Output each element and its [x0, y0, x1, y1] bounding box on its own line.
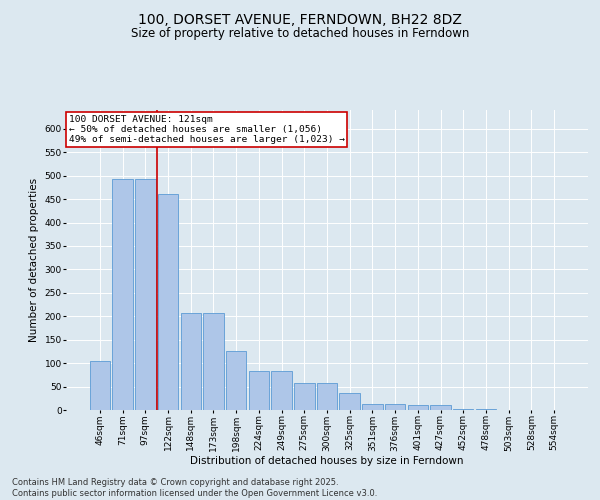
Bar: [476, 409, 496, 410]
Bar: [203, 313, 224, 410]
Bar: [90, 361, 110, 410]
Bar: [112, 180, 133, 410]
Bar: [181, 313, 201, 410]
Text: 100, DORSET AVENUE, FERNDOWN, BH22 8DZ: 100, DORSET AVENUE, FERNDOWN, BH22 8DZ: [138, 12, 462, 26]
Bar: [385, 404, 406, 410]
Bar: [362, 404, 383, 410]
Bar: [317, 383, 337, 410]
Bar: [226, 352, 247, 410]
Bar: [340, 392, 360, 410]
Bar: [158, 194, 178, 410]
Bar: [294, 383, 314, 410]
Text: Contains HM Land Registry data © Crown copyright and database right 2025.
Contai: Contains HM Land Registry data © Crown c…: [12, 478, 377, 498]
X-axis label: Distribution of detached houses by size in Ferndown: Distribution of detached houses by size …: [190, 456, 464, 466]
Bar: [271, 371, 292, 410]
Y-axis label: Number of detached properties: Number of detached properties: [29, 178, 39, 342]
Text: 100 DORSET AVENUE: 121sqm
← 50% of detached houses are smaller (1,056)
49% of se: 100 DORSET AVENUE: 121sqm ← 50% of detac…: [68, 114, 344, 144]
Bar: [453, 409, 473, 410]
Bar: [248, 371, 269, 410]
Bar: [430, 406, 451, 410]
Bar: [407, 406, 428, 410]
Text: Size of property relative to detached houses in Ferndown: Size of property relative to detached ho…: [131, 28, 469, 40]
Bar: [135, 180, 155, 410]
